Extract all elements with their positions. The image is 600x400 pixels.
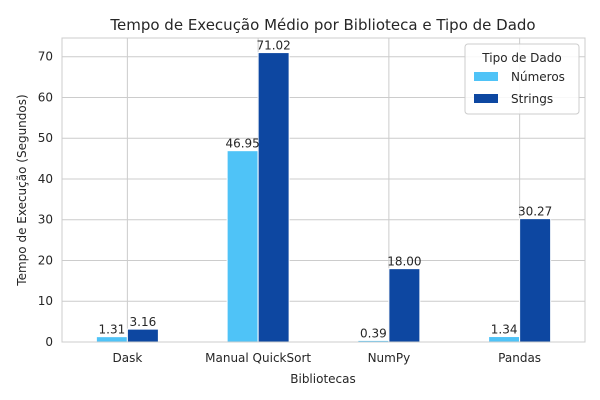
- data-label-strings: 71.02: [256, 39, 290, 53]
- data-labels: 1.31 46.95 0.39 1.34 3.16 71.02 18.00 30.27: [99, 39, 553, 341]
- legend-label-strings: Strings: [511, 92, 553, 106]
- x-tick-label: NumPy: [368, 351, 411, 365]
- x-axis-ticks: Dask Manual QuickSort NumPy Pandas: [112, 351, 541, 365]
- legend: Tipo de Dado Números Strings: [464, 43, 580, 115]
- plot-frame: [61, 37, 586, 343]
- y-tick-label: 40: [38, 172, 53, 186]
- bar-strings: [519, 218, 552, 343]
- bars: [95, 52, 552, 343]
- y-tick-label: 60: [38, 90, 53, 104]
- bar-strings: [257, 52, 290, 343]
- y-tick-label: 70: [38, 50, 53, 64]
- x-axis-label: Bibliotecas: [290, 372, 355, 386]
- y-tick-label: 30: [38, 213, 53, 227]
- y-axis-ticks: 0 10 20 30 40 50 60 70: [38, 50, 53, 349]
- data-label-strings: 3.16: [130, 315, 157, 329]
- data-label-numeros: 1.34: [491, 323, 518, 337]
- data-label-strings: 18.00: [387, 255, 421, 269]
- bar-numeros: [95, 336, 128, 343]
- y-tick-label: 0: [45, 335, 53, 349]
- x-tick-label: Manual QuickSort: [205, 351, 311, 365]
- data-label-numeros: 1.31: [99, 323, 126, 337]
- legend-label-numeros: Números: [511, 70, 565, 84]
- x-tick-label: Dask: [112, 351, 142, 365]
- y-axis-label: Tempo de Execução (Segundos): [15, 94, 29, 286]
- chart-title: Tempo de Execução Médio por Biblioteca e…: [109, 16, 535, 34]
- bar-numeros: [226, 150, 259, 343]
- legend-title: Tipo de Dado: [481, 51, 561, 65]
- y-tick-label: 10: [38, 294, 53, 308]
- x-tick-label: Pandas: [498, 351, 541, 365]
- bar-strings: [126, 328, 159, 343]
- data-label-numeros: 46.95: [225, 137, 259, 151]
- data-label-strings: 30.27: [518, 205, 552, 219]
- legend-swatch-numeros: [474, 72, 498, 81]
- data-label-numeros: 0.39: [360, 326, 387, 340]
- y-tick-label: 20: [38, 253, 53, 267]
- bar-numeros: [488, 336, 521, 343]
- bar-strings: [388, 268, 421, 343]
- y-tick-label: 50: [38, 131, 53, 145]
- legend-swatch-strings: [474, 94, 498, 103]
